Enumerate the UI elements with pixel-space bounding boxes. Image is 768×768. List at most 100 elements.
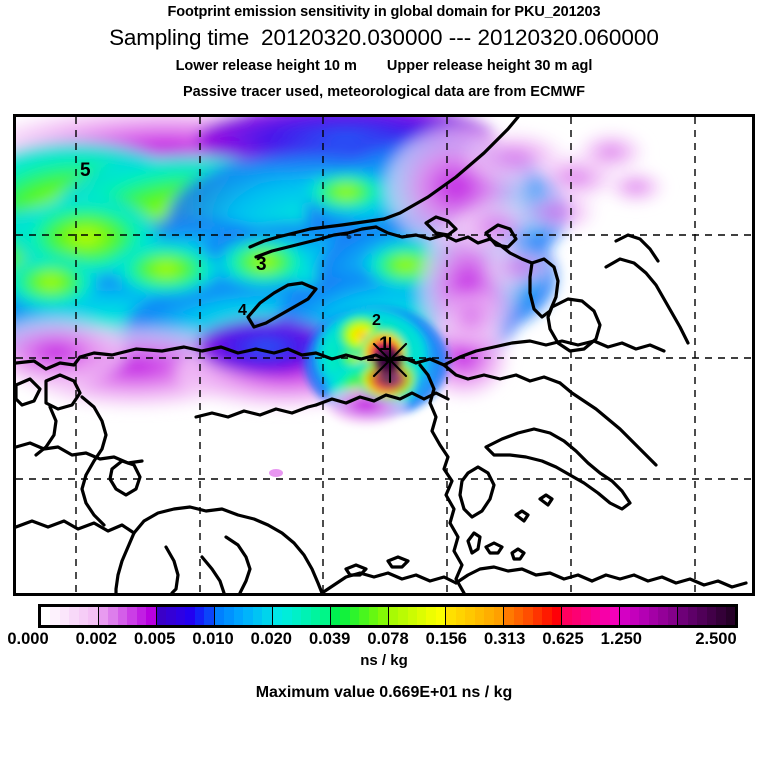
colorbar-step: [446, 607, 456, 625]
colorbar-step: [639, 607, 649, 625]
colorbar-segment-8: [504, 607, 563, 625]
release-height-line: Lower release height 10 m Upper release h…: [0, 58, 768, 74]
colorbar-step: [368, 607, 379, 625]
colorbar-step: [523, 607, 533, 625]
colorbar-tick-7: 0.156: [425, 630, 467, 648]
colorbar-step: [127, 607, 137, 625]
colorbar-step: [474, 607, 485, 625]
sampling-time-line: Sampling time 20120320.030000 --- 2012032…: [0, 25, 768, 51]
colorbar-step: [262, 607, 272, 625]
colorbar-step: [108, 607, 118, 625]
footprint-field: [16, 117, 752, 593]
page-title: Footprint emission sensitivity in global…: [167, 4, 601, 20]
map-plot-area: 5 4 3 2 1: [13, 114, 755, 596]
colorbar-step: [697, 607, 707, 625]
colorbar-step: [185, 607, 195, 625]
colorbar-step: [224, 607, 234, 625]
colorbar-step: [571, 607, 582, 625]
colorbar-tick-11: 2.500: [695, 630, 737, 648]
tracer-note: Passive tracer used, meteorological data…: [182, 84, 586, 100]
colorbar-tick-10: 1.250: [600, 630, 642, 648]
colorbar-step: [175, 607, 186, 625]
maximum-value-text: Maximum value 0.669E+01 ns / kg: [255, 684, 513, 701]
colorbar-segment-4: [272, 607, 331, 625]
map-canvas: 5 4 3 2 1: [16, 117, 752, 593]
colorbar-step: [504, 607, 514, 625]
sampling-time-label: Sampling time: [109, 25, 250, 50]
colorbar-step: [725, 607, 736, 625]
colorbar-step: [349, 607, 360, 625]
colorbar-segment-1: [98, 607, 157, 625]
colorbar-step: [98, 607, 109, 625]
colorbar-step: [629, 607, 640, 625]
colorbar-segment-9: [562, 607, 621, 625]
upper-release-height: Upper release height 30 m agl: [386, 58, 593, 74]
colorbar-step: [513, 607, 524, 625]
colorbar-step: [233, 607, 244, 625]
colorbar-step: [310, 607, 321, 625]
colorbar-tick-4: 0.020: [250, 630, 292, 648]
plume-label-5: 5: [80, 160, 91, 181]
colorbar-step: [166, 607, 176, 625]
colorbar-step: [388, 607, 399, 625]
colorbar-step: [272, 607, 283, 625]
colorbar-step: [78, 607, 89, 625]
plume-label-3: 3: [256, 254, 267, 275]
colorbar-step: [136, 607, 147, 625]
colorbar-step: [398, 607, 408, 625]
colorbar-step: [658, 607, 668, 625]
colorbar-segment-6: [388, 607, 447, 625]
colorbar-segment-0: [41, 607, 99, 625]
colorbar-step: [378, 607, 388, 625]
plume-label-1: 1: [379, 334, 390, 355]
colorbar: [38, 604, 738, 628]
colorbar-step: [667, 607, 678, 625]
colorbar-step: [678, 607, 688, 625]
colorbar-step: [291, 607, 302, 625]
colorbar-tick-2: 0.005: [134, 630, 176, 648]
colorbar-step: [88, 607, 98, 625]
colorbar-segment-5: [330, 607, 389, 625]
colorbar-step: [426, 607, 436, 625]
colorbar-step: [465, 607, 475, 625]
lower-release-height: Lower release height 10 m: [175, 58, 357, 74]
colorbar-tick-8: 0.313: [484, 630, 526, 648]
colorbar-step: [600, 607, 610, 625]
colorbar-step: [484, 607, 494, 625]
colorbar-tick-1: 0.002: [75, 630, 117, 648]
colorbar-segment-7: [446, 607, 505, 625]
colorbar-tick-3: 0.010: [192, 630, 234, 648]
colorbar-tick-5: 0.039: [309, 630, 351, 648]
colorbar-step: [407, 607, 417, 625]
release-point-marker: [366, 336, 416, 384]
colorbar-step: [50, 607, 60, 625]
colorbar-step: [716, 607, 726, 625]
colorbar-step: [620, 607, 630, 625]
colorbar-step: [243, 607, 253, 625]
colorbar-step: [359, 607, 369, 625]
colorbar-tick-6: 0.078: [367, 630, 409, 648]
colorbar-step: [687, 607, 698, 625]
colorbar-step: [320, 607, 330, 625]
colorbar-step: [609, 607, 620, 625]
colorbar-step: [252, 607, 263, 625]
colorbar-step: [146, 607, 156, 625]
colorbar-segment-2: [156, 607, 215, 625]
colorbar-step: [156, 607, 167, 625]
colorbar-segment-10: [620, 607, 679, 625]
sampling-time-value: 20120320.030000 --- 20120320.060000: [261, 25, 659, 50]
colorbar-step: [117, 607, 128, 625]
colorbar-step: [562, 607, 572, 625]
colorbar-step: [330, 607, 341, 625]
colorbar-step: [416, 607, 427, 625]
colorbar-step: [542, 607, 552, 625]
colorbar-step: [194, 607, 205, 625]
colorbar-step: [435, 607, 446, 625]
coastlines: [16, 117, 748, 593]
colorbar-step: [706, 607, 717, 625]
colorbar-tick-labels: 0.000 0.002 0.005 0.010 0.020 0.039 0.078 0.156…: [0, 630, 768, 650]
colorbar-step: [214, 607, 225, 625]
map-gridlines: [16, 117, 752, 593]
colorbar-step: [581, 607, 591, 625]
colorbar-step: [282, 607, 292, 625]
